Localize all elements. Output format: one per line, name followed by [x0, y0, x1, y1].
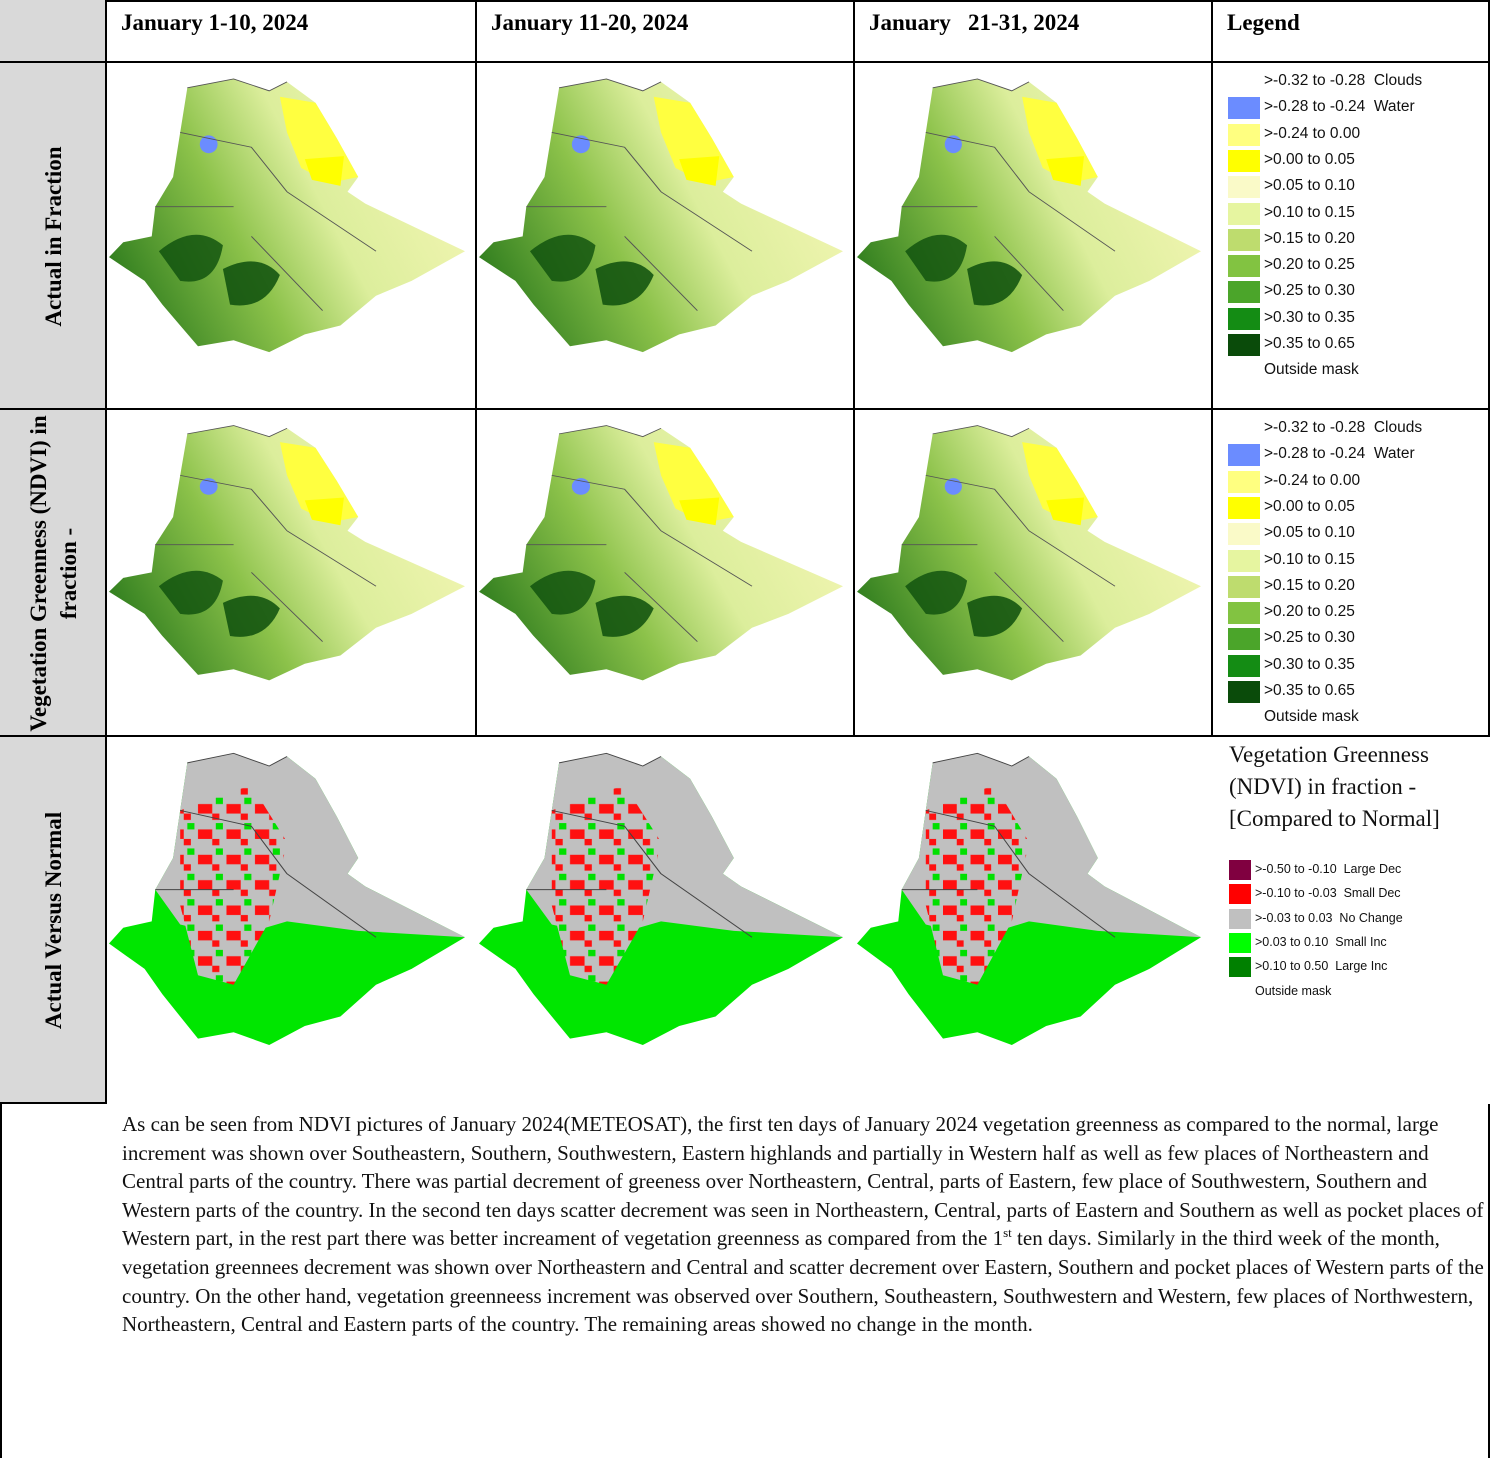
legend-swatch	[1228, 150, 1260, 172]
legend-label: >0.05 to 0.10	[1264, 524, 1355, 542]
legend-swatch	[1228, 444, 1260, 466]
legend-swatch	[1228, 471, 1260, 493]
legend-label: >0.15 to 0.20	[1264, 577, 1355, 595]
legend-swatch	[1228, 576, 1260, 598]
legend-title: Vegetation Greenness (NDVI) in fraction …	[1229, 739, 1479, 835]
legend-label: >0.25 to 0.30	[1264, 629, 1355, 647]
summary-paragraph: As can be seen from NDVI pictures of Jan…	[122, 1110, 1484, 1339]
row-label: Actual in Fraction	[8, 63, 100, 410]
map-image	[109, 753, 465, 1045]
legend-label: >0.10 to 0.15	[1264, 551, 1355, 569]
column-header: January 1-10, 2024	[107, 0, 491, 36]
legend-swatch	[1228, 550, 1260, 572]
legend-label: >0.00 to 0.05	[1264, 498, 1355, 516]
legend-swatch	[1228, 97, 1260, 119]
map-image	[857, 426, 1201, 681]
legend-label: >-0.03 to 0.03 No Change	[1255, 911, 1403, 925]
map-image	[109, 426, 465, 681]
legend-label: >-0.28 to -0.24 Water	[1264, 98, 1415, 116]
ndvi-map	[479, 747, 843, 1064]
legend-label: >0.05 to 0.10	[1264, 177, 1355, 195]
legend-label: >0.30 to 0.35	[1264, 656, 1355, 674]
ndvi-map	[479, 73, 843, 370]
legend-swatch	[1228, 334, 1260, 356]
legend-swatch	[1229, 909, 1251, 929]
ndvi-map	[109, 73, 465, 370]
map-image	[479, 79, 843, 352]
page: January 1-10, 2024January 11-20, 2024Jan…	[0, 0, 1490, 1458]
column-header: January 11-20, 2024	[477, 0, 869, 36]
legend-swatch	[1229, 860, 1251, 880]
legend-swatch	[1228, 628, 1260, 650]
superscript: st	[1003, 1225, 1012, 1240]
legend-label: >0.03 to 0.10 Small Inc	[1255, 935, 1387, 949]
row-label: Actual Versus Normal	[8, 737, 100, 1104]
legend-swatch	[1228, 308, 1260, 330]
legend-label: Outside mask	[1255, 984, 1331, 998]
legend-label: >0.30 to 0.35	[1264, 309, 1355, 327]
legend-label: >0.35 to 0.65	[1264, 335, 1355, 353]
legend-label: Outside mask	[1264, 361, 1359, 379]
ndvi-map	[857, 747, 1201, 1064]
legend-swatch	[1228, 124, 1260, 146]
legend-label: >0.10 to 0.15	[1264, 204, 1355, 222]
legend-label: >-0.10 to -0.03 Small Dec	[1255, 886, 1401, 900]
legend-swatch	[1228, 523, 1260, 545]
legend-label: >0.10 to 0.50 Large Inc	[1255, 959, 1387, 973]
legend-label: >-0.32 to -0.28 Clouds	[1264, 419, 1422, 437]
legend-swatch	[1228, 255, 1260, 277]
legend-label: >-0.24 to 0.00	[1264, 472, 1360, 490]
legend-swatch	[1228, 203, 1260, 225]
table-cell	[0, 0, 107, 63]
map-image	[857, 79, 1201, 352]
legend-label: >0.15 to 0.20	[1264, 230, 1355, 248]
column-header: January 21-31, 2024	[855, 0, 1227, 36]
ndvi-map	[109, 747, 465, 1064]
ndvi-map	[479, 420, 843, 697]
legend-swatch	[1228, 681, 1260, 703]
legend-swatch	[1229, 957, 1251, 977]
legend-label: >0.20 to 0.25	[1264, 603, 1355, 621]
legend-label: >-0.50 to -0.10 Large Dec	[1255, 862, 1401, 876]
legend-swatch	[1228, 655, 1260, 677]
legend-label: >0.20 to 0.25	[1264, 256, 1355, 274]
legend-label: Outside mask	[1264, 708, 1359, 726]
map-image	[857, 753, 1201, 1045]
row-label: Vegetation Greenness (NDVI) in fraction …	[8, 410, 100, 737]
legend-label: >0.35 to 0.65	[1264, 682, 1355, 700]
legend-label: >-0.28 to -0.24 Water	[1264, 445, 1415, 463]
legend-swatch	[1229, 884, 1251, 904]
column-header: Legend	[1213, 0, 1490, 36]
legend-swatch	[1228, 229, 1260, 251]
ndvi-map	[857, 420, 1201, 697]
legend-label: >-0.24 to 0.00	[1264, 125, 1360, 143]
legend-swatch	[1228, 281, 1260, 303]
ndvi-map	[857, 73, 1201, 370]
legend-swatch	[1229, 933, 1251, 953]
legend-label: >0.00 to 0.05	[1264, 151, 1355, 169]
map-image	[479, 753, 843, 1045]
map-image	[479, 426, 843, 681]
legend-swatch	[1228, 602, 1260, 624]
ndvi-map	[109, 420, 465, 697]
legend-swatch	[1228, 176, 1260, 198]
legend-swatch	[1228, 497, 1260, 519]
legend-label: >0.25 to 0.30	[1264, 282, 1355, 300]
legend-label: >-0.32 to -0.28 Clouds	[1264, 72, 1422, 90]
map-image	[109, 79, 465, 352]
